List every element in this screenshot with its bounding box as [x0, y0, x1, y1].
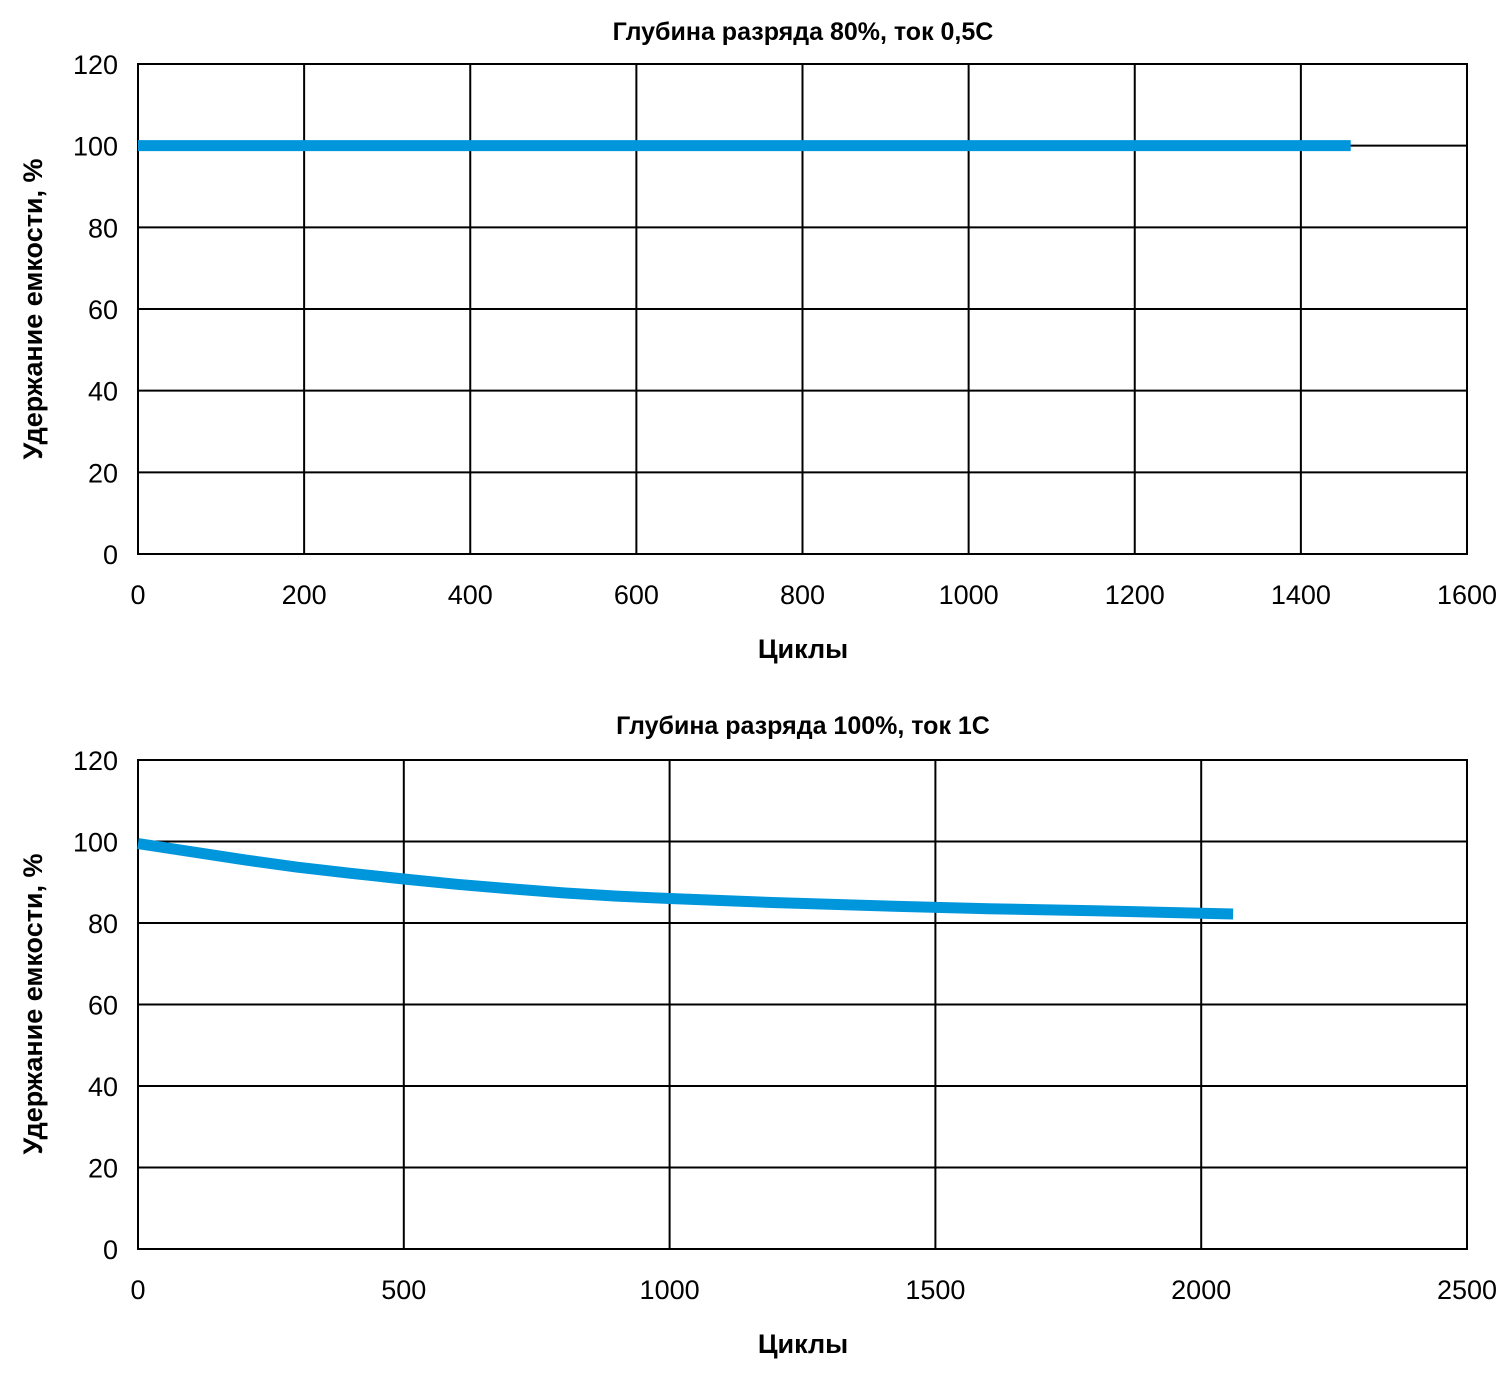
x-tick-label: 200	[282, 580, 327, 610]
grid	[137, 759, 1468, 1250]
y-tick-label: 0	[103, 1235, 118, 1265]
x-tick-label: 2500	[1437, 1275, 1497, 1305]
x-tick-labels: 0 200 400 600 800 1000 1200 1400 1600	[130, 580, 1497, 610]
grid	[137, 63, 1468, 555]
y-tick-label: 120	[73, 50, 118, 80]
x-tick-label: 1000	[640, 1275, 700, 1305]
x-axis-label: Циклы	[758, 634, 848, 664]
y-tick-label: 40	[88, 1072, 118, 1102]
x-tick-label: 0	[130, 1275, 145, 1305]
x-tick-label: 1400	[1271, 580, 1331, 610]
y-tick-label: 20	[88, 458, 118, 488]
x-tick-label: 1000	[939, 580, 999, 610]
y-tick-label: 60	[88, 991, 118, 1021]
x-tick-label: 600	[614, 580, 659, 610]
y-tick-label: 100	[73, 132, 118, 162]
x-tick-label: 0	[130, 580, 145, 610]
series-line	[137, 838, 1234, 920]
x-tick-labels: 0 500 1000 1500 2000 2500	[130, 1275, 1497, 1305]
y-tick-label: 60	[88, 295, 118, 325]
chart-title: Глубина разряда 80%, ток 0,5С	[613, 18, 994, 46]
y-axis-label: Удержание емкости, %	[18, 853, 48, 1154]
y-tick-label: 80	[88, 213, 118, 243]
x-tick-label: 1600	[1437, 580, 1497, 610]
plot-frame	[137, 759, 1468, 1250]
y-tick-labels: 0 20 40 60 80 100 120	[73, 746, 118, 1265]
y-tick-label: 100	[73, 828, 118, 858]
y-tick-label: 80	[88, 909, 118, 939]
y-tick-labels: 0 20 40 60 80 100 120	[73, 50, 118, 570]
y-tick-label: 20	[88, 1154, 118, 1184]
x-tick-label: 1200	[1105, 580, 1165, 610]
x-axis-label: Циклы	[758, 1329, 848, 1359]
chart-dod100-1c: Глубина разряда 100%, ток 1С Циклы Удерж…	[18, 712, 1497, 1359]
chart-dod80-05c: Глубина разряда 80%, ток 0,5С Циклы Удер…	[18, 18, 1497, 664]
x-tick-label: 2000	[1171, 1275, 1231, 1305]
y-tick-label: 40	[88, 377, 118, 407]
plot-frame	[137, 63, 1468, 555]
chart-title: Глубина разряда 100%, ток 1С	[616, 712, 990, 740]
x-tick-label: 500	[381, 1275, 426, 1305]
series-lines	[137, 838, 1234, 920]
x-tick-label: 1500	[905, 1275, 965, 1305]
x-tick-label: 800	[780, 580, 825, 610]
y-tick-label: 0	[103, 540, 118, 570]
y-tick-label: 120	[73, 746, 118, 776]
x-tick-label: 400	[448, 580, 493, 610]
y-axis-label: Удержание емкости, %	[18, 158, 48, 459]
